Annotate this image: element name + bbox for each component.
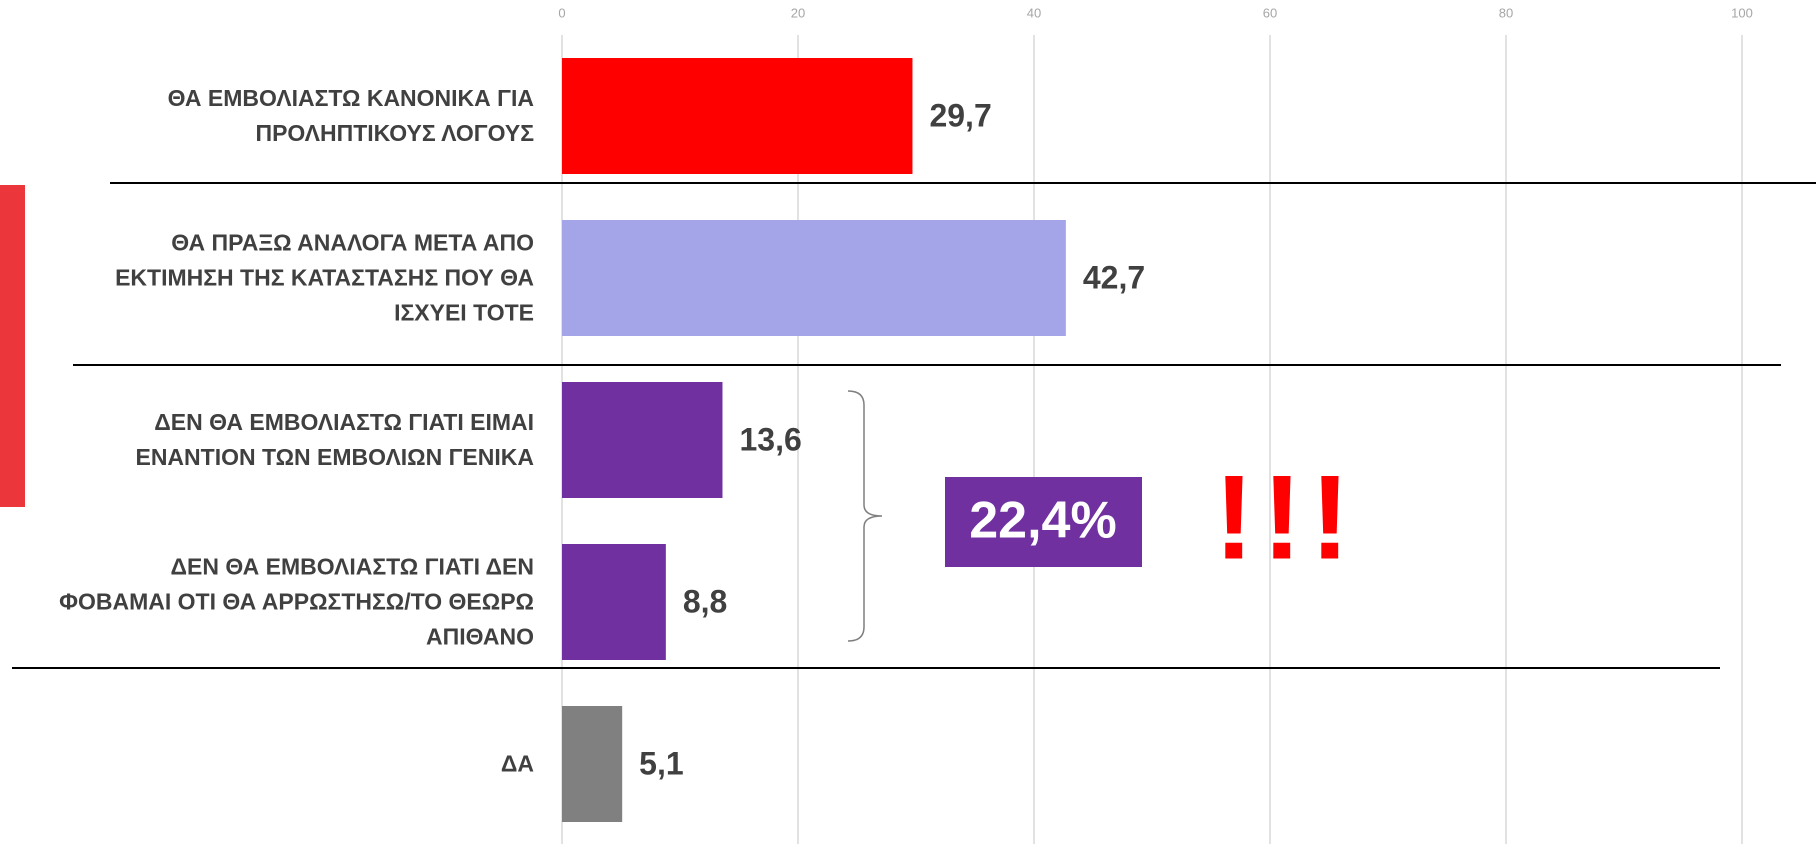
x-tick-label: 40 <box>1027 5 1041 20</box>
category-label: ΔΕΝ ΘΑ ΕΜΒΟΛΙΑΣΤΩ ΓΙΑΤΙ ΕΙΜΑΙ ΕΝΑΝΤΙΟΝ Τ… <box>54 405 534 475</box>
x-tick-label: 100 <box>1731 5 1753 20</box>
page: {"chart_data": {"type": "barh", "categor… <box>0 0 1816 844</box>
value-label: 8,8 <box>683 583 727 619</box>
bracket <box>848 391 882 641</box>
x-tick-label: 60 <box>1263 5 1277 20</box>
category-label: ΘΑ ΠΡΑΞΩ ΑΝΑΛΟΓΑ ΜΕΤΑ ΑΠΟ ΕΚΤΙΜΗΣΗ ΤΗΣ Κ… <box>54 226 534 331</box>
x-tick-label: 20 <box>791 5 805 20</box>
x-tick-label: 80 <box>1499 5 1513 20</box>
bar <box>562 58 912 174</box>
category-label: ΔΕΝ ΘΑ ΕΜΒΟΛΙΑΣΤΩ ΓΙΑΤΙ ΔΕΝ ΦΟΒΑΜΑΙ ΟΤΙ … <box>54 550 534 655</box>
value-label: 13,6 <box>739 421 801 457</box>
value-label: 5,1 <box>639 745 683 781</box>
bar <box>562 544 666 660</box>
annotation: !!! <box>1214 451 1358 585</box>
x-tick-label: 0 <box>558 5 565 20</box>
value-label: 29,7 <box>929 97 991 133</box>
value-label: 42,7 <box>1083 259 1145 295</box>
bar <box>562 220 1066 336</box>
category-label: ΘΑ ΕΜΒΟΛΙΑΣΤΩ ΚΑΝΟΝΙΚΑ ΓΙΑ ΠΡΟΛΗΠΤΙΚΟΥΣ … <box>54 81 534 151</box>
bar <box>562 706 622 822</box>
category-label: ΔΑ <box>54 747 534 782</box>
virus-image <box>0 185 25 507</box>
annotation: 22,4% <box>969 492 1116 550</box>
bar <box>562 382 722 498</box>
